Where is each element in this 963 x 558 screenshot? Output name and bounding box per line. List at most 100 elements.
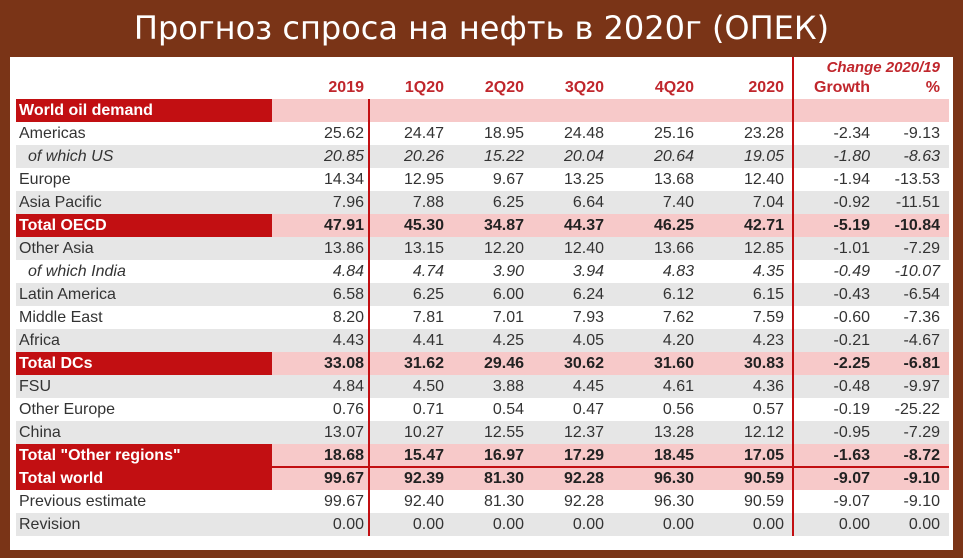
header-row-columns: 2019 1Q20 2Q20 3Q20 4Q20 2020 Growth% (16, 77, 949, 99)
table-cell: -9.13 (903, 125, 940, 142)
table-cell: 96.30 (653, 493, 694, 510)
table-cell: -1.94 (833, 171, 870, 188)
table-cell: 4.83 (662, 263, 694, 280)
table-cell: 13.86 (323, 240, 364, 257)
table-cell: 0.00 (752, 516, 784, 533)
column-header: 4Q20 (654, 79, 694, 96)
table-cell: -9.97 (903, 378, 940, 395)
table-cell: -9.07 (833, 470, 870, 487)
table-cell: -0.95 (833, 424, 870, 441)
table-row: Asia Pacific 7.96 7.88 6.25 6.64 7.40 7.04 -0.9… (16, 191, 949, 214)
table-panel: Change 2020/19 2019 1Q20 2Q20 3Q20 4Q20 2020 G… (10, 57, 953, 550)
table-cell: 13.15 (403, 240, 444, 257)
table-cell: 18.68 (323, 447, 364, 464)
table-cell: 45.30 (403, 217, 444, 234)
table-cell: -2.25 (833, 355, 870, 372)
table-cell: 17.05 (743, 447, 784, 464)
table-cell: 20.85 (323, 148, 364, 165)
table-cell: 4.20 (662, 332, 694, 349)
table-cell: 34.87 (483, 217, 524, 234)
table-cell: 13.28 (653, 424, 694, 441)
table-cell: 99.67 (323, 470, 364, 487)
table-cell: 4.45 (572, 378, 604, 395)
table-cell: 7.96 (332, 194, 364, 211)
row-label: Americas (19, 125, 86, 142)
row-label: Africa (19, 332, 60, 349)
table-cell: 24.48 (563, 125, 604, 142)
table-row: Previous estimate 99.67 92.40 81.30 92.28 96.… (16, 490, 949, 513)
table-row: of which US 20.85 20.26 15.22 20.04 20.64 19.0… (16, 145, 949, 168)
table-cell: 7.81 (412, 309, 444, 326)
table-cell: 31.62 (403, 355, 444, 372)
table-row: China 13.07 10.27 12.55 12.37 13.28 12.12 -0.95… (16, 421, 949, 444)
table-cell: 4.43 (332, 332, 364, 349)
table-cell: 12.12 (743, 424, 784, 441)
table-cell: 81.30 (483, 493, 524, 510)
table-cell: -0.92 (833, 194, 870, 211)
table-cell: 0.00 (332, 516, 364, 533)
column-header: 2019 (328, 79, 364, 96)
row-label: Previous estimate (19, 493, 147, 510)
table-cell: 7.59 (752, 309, 784, 326)
column-header: % (925, 79, 940, 96)
table-row: FSU 4.84 4.50 3.88 4.45 4.61 4.36 -0.48 -9.97 (16, 375, 949, 398)
column-header: 2Q20 (484, 79, 524, 96)
table-cell: 13.66 (653, 240, 694, 257)
table-cell: 0.54 (492, 401, 524, 418)
row-label: Other Europe (19, 401, 116, 418)
table-cell: 42.71 (743, 217, 784, 234)
table-cell: 23.28 (743, 125, 784, 142)
table-cell: 0.00 (838, 516, 870, 533)
table-cell: -5.19 (833, 217, 870, 234)
table-cell: 33.08 (323, 355, 364, 372)
table-cell: 92.28 (563, 470, 604, 487)
table-cell: -13.53 (894, 171, 940, 188)
row-label: Total OECD (16, 214, 272, 237)
table-cell: -6.81 (903, 355, 940, 372)
table-cell: -10.84 (894, 217, 940, 234)
row-label: China (19, 424, 61, 441)
table-cell: 18.95 (483, 125, 524, 142)
table-cell: 3.88 (492, 378, 524, 395)
column-divider (368, 99, 370, 536)
row-label: Latin America (19, 286, 116, 303)
table-cell: 4.84 (332, 378, 364, 395)
table-cell: -1.80 (833, 148, 870, 165)
table-cell: 17.29 (563, 447, 604, 464)
column-header: 2020 (748, 79, 784, 96)
table-cell: 0.00 (908, 516, 940, 533)
table-row: of which India 4.84 4.74 3.90 3.94 4.83 4.35 -0… (16, 260, 949, 283)
table-cell: 0.47 (572, 401, 604, 418)
table-row: Revision 0.00 0.00 0.00 0.00 0.00 0.00 0.00 0.00 (16, 513, 949, 536)
row-label: Asia Pacific (19, 194, 102, 211)
table-cell: 92.28 (563, 493, 604, 510)
row-label: Revision (19, 516, 81, 533)
table-cell: 6.64 (572, 194, 604, 211)
table-cell: 0.57 (752, 401, 784, 418)
table-cell: 0.76 (332, 401, 364, 418)
table-cell: 6.25 (412, 286, 444, 303)
column-header: Growth (814, 79, 870, 96)
table-cell: 20.04 (563, 148, 604, 165)
table-cell: 7.40 (662, 194, 694, 211)
total-row: Total DCs 33.08 31.62 29.46 30.62 31.60 30.83 -… (16, 352, 949, 375)
table-cell: 4.23 (752, 332, 784, 349)
table-cell: 7.01 (492, 309, 524, 326)
table-cell: 20.64 (653, 148, 694, 165)
section-row: World oil demand (16, 99, 949, 122)
total-row: Total world 99.67 92.39 81.30 92.28 96.30 90.5… (16, 467, 949, 490)
table-cell: 31.60 (653, 355, 694, 372)
row-label: FSU (19, 378, 51, 395)
total-row: Total OECD 47.91 45.30 34.87 44.37 46.25 42.71… (16, 214, 949, 237)
table-cell: 20.26 (403, 148, 444, 165)
table-cell: 4.35 (752, 263, 784, 280)
table-cell: 4.05 (572, 332, 604, 349)
table-cell: -10.07 (894, 263, 940, 280)
table-row: Other Asia 13.86 13.15 12.20 12.40 13.66 12.85… (16, 237, 949, 260)
table-cell: -0.49 (833, 263, 870, 280)
table-cell: 6.58 (332, 286, 364, 303)
table-cell: 8.20 (332, 309, 364, 326)
table-cell: 15.22 (483, 148, 524, 165)
table-cell: 29.46 (483, 355, 524, 372)
row-label: Europe (19, 171, 71, 188)
